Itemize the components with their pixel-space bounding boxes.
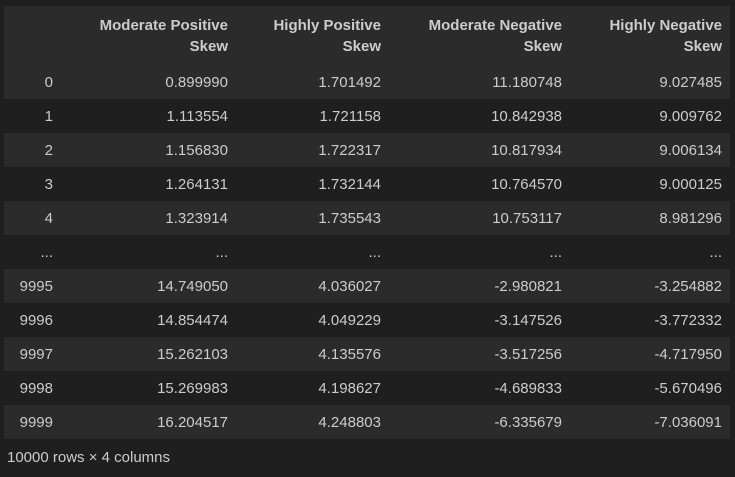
column-header-moderate-positive-skew: Moderate Positive Skew [99, 16, 228, 55]
column-header-moderate-negative-skew: Moderate Negative Skew [428, 16, 562, 55]
dataframe-shape-footer: 10000 rows × 4 columns [7, 449, 171, 466]
table-cell: -3.254882 [654, 277, 722, 295]
table-cell: 10.817934 [491, 141, 562, 159]
table-cell: 1.735543 [318, 209, 381, 227]
table-cell: 4.248803 [318, 413, 381, 431]
row-index-cell: 9998 [19, 379, 53, 397]
row-index-cell: 1 [44, 107, 53, 125]
header-row: Moderate Positive Skew Highly Positive S… [4, 6, 730, 65]
table-cell: 9.009762 [659, 107, 722, 125]
table-cell: 11.180748 [492, 73, 562, 91]
table-cell: 0.899990 [165, 73, 228, 91]
table-row: 9996 14.854474 4.049229 -3.147526 -3.772332 [4, 303, 730, 337]
row-index-cell: 0 [44, 73, 53, 91]
column-header-highly-positive-skew: Highly Positive Skew [273, 16, 381, 55]
table-cell: 1.732144 [318, 175, 381, 193]
table-cell: 16.204517 [157, 413, 228, 431]
row-index-cell: 9996 [19, 311, 53, 329]
table-cell: 4.036027 [318, 277, 381, 295]
table-cell: 4.049229 [318, 311, 381, 329]
table-cell: 10.753117 [492, 209, 562, 227]
row-index-cell: 2 [44, 141, 53, 159]
table-row: 9997 15.262103 4.135576 -3.517256 -4.717950 [4, 337, 730, 371]
table-row: 2 1.156830 1.722317 10.817934 9.006134 [4, 133, 730, 167]
table-cell: -3.772332 [654, 311, 722, 329]
table-cell: 1.701492 [318, 73, 381, 91]
table-cell: -4.689833 [494, 379, 562, 397]
table-cell: 1.722317 [318, 141, 381, 159]
table-cell: 1.113554 [166, 107, 228, 125]
table-cell: 15.262103 [157, 345, 228, 363]
table-cell: 1.721158 [319, 107, 381, 125]
table-cell: ... [549, 243, 562, 261]
table-row: 3 1.264131 1.732144 10.764570 9.000125 [4, 167, 730, 201]
table-cell: 9.027485 [659, 73, 722, 91]
table-row: 1 1.113554 1.721158 10.842938 9.009762 [4, 99, 730, 133]
table-cell: -7.036091 [654, 413, 722, 431]
table-cell: ... [709, 243, 722, 261]
table-cell: 8.981296 [659, 209, 722, 227]
table-cell: 10.842938 [491, 107, 562, 125]
table-row: 0 0.899990 1.701492 11.180748 9.027485 [4, 65, 730, 99]
table-row: 4 1.323914 1.735543 10.753117 8.981296 [4, 201, 730, 235]
row-index-cell: ... [40, 243, 53, 261]
table-cell: 4.198627 [318, 379, 381, 397]
dataframe-output: Moderate Positive Skew Highly Positive S… [4, 6, 730, 439]
table-body: 0 0.899990 1.701492 11.180748 9.027485 1 1.113… [4, 65, 730, 439]
table-header: Moderate Positive Skew Highly Positive S… [4, 6, 730, 65]
table-cell: -4.717950 [654, 345, 722, 363]
table-row: ............... [4, 235, 730, 269]
index-header [4, 6, 61, 65]
table-cell: 1.156830 [165, 141, 228, 159]
table-cell: 9.006134 [659, 141, 722, 159]
table-cell: ... [215, 243, 228, 261]
row-index-cell: 9999 [19, 413, 53, 431]
table-cell: 9.000125 [659, 175, 722, 193]
dataframe-table: Moderate Positive Skew Highly Positive S… [4, 6, 730, 439]
row-index-cell: 9997 [19, 345, 53, 363]
table-row: 9999 16.204517 4.248803 -6.335679 -7.036091 [4, 405, 730, 439]
table-cell: -3.147526 [494, 311, 562, 329]
table-cell: -6.335679 [494, 413, 562, 431]
table-cell: -2.980821 [494, 277, 562, 295]
table-cell: 1.323914 [165, 209, 228, 227]
table-cell: ... [368, 243, 381, 261]
table-row: 9998 15.269983 4.198627 -4.689833 -5.670496 [4, 371, 730, 405]
table-cell: 15.269983 [157, 379, 228, 397]
table-cell: 14.854474 [157, 311, 228, 329]
row-index-cell: 9995 [19, 277, 53, 295]
table-cell: 14.749050 [157, 277, 228, 295]
table-cell: 10.764570 [491, 175, 562, 193]
table-cell: 1.264131 [165, 175, 228, 193]
table-row: 9995 14.749050 4.036027 -2.980821 -3.254882 [4, 269, 730, 303]
table-cell: 4.135576 [318, 345, 381, 363]
table-cell: -3.517256 [494, 345, 562, 363]
column-header-highly-negative-skew: Highly Negative Skew [609, 16, 722, 55]
row-index-cell: 3 [44, 175, 53, 193]
table-cell: -5.670496 [654, 379, 722, 397]
row-index-cell: 4 [44, 209, 53, 227]
